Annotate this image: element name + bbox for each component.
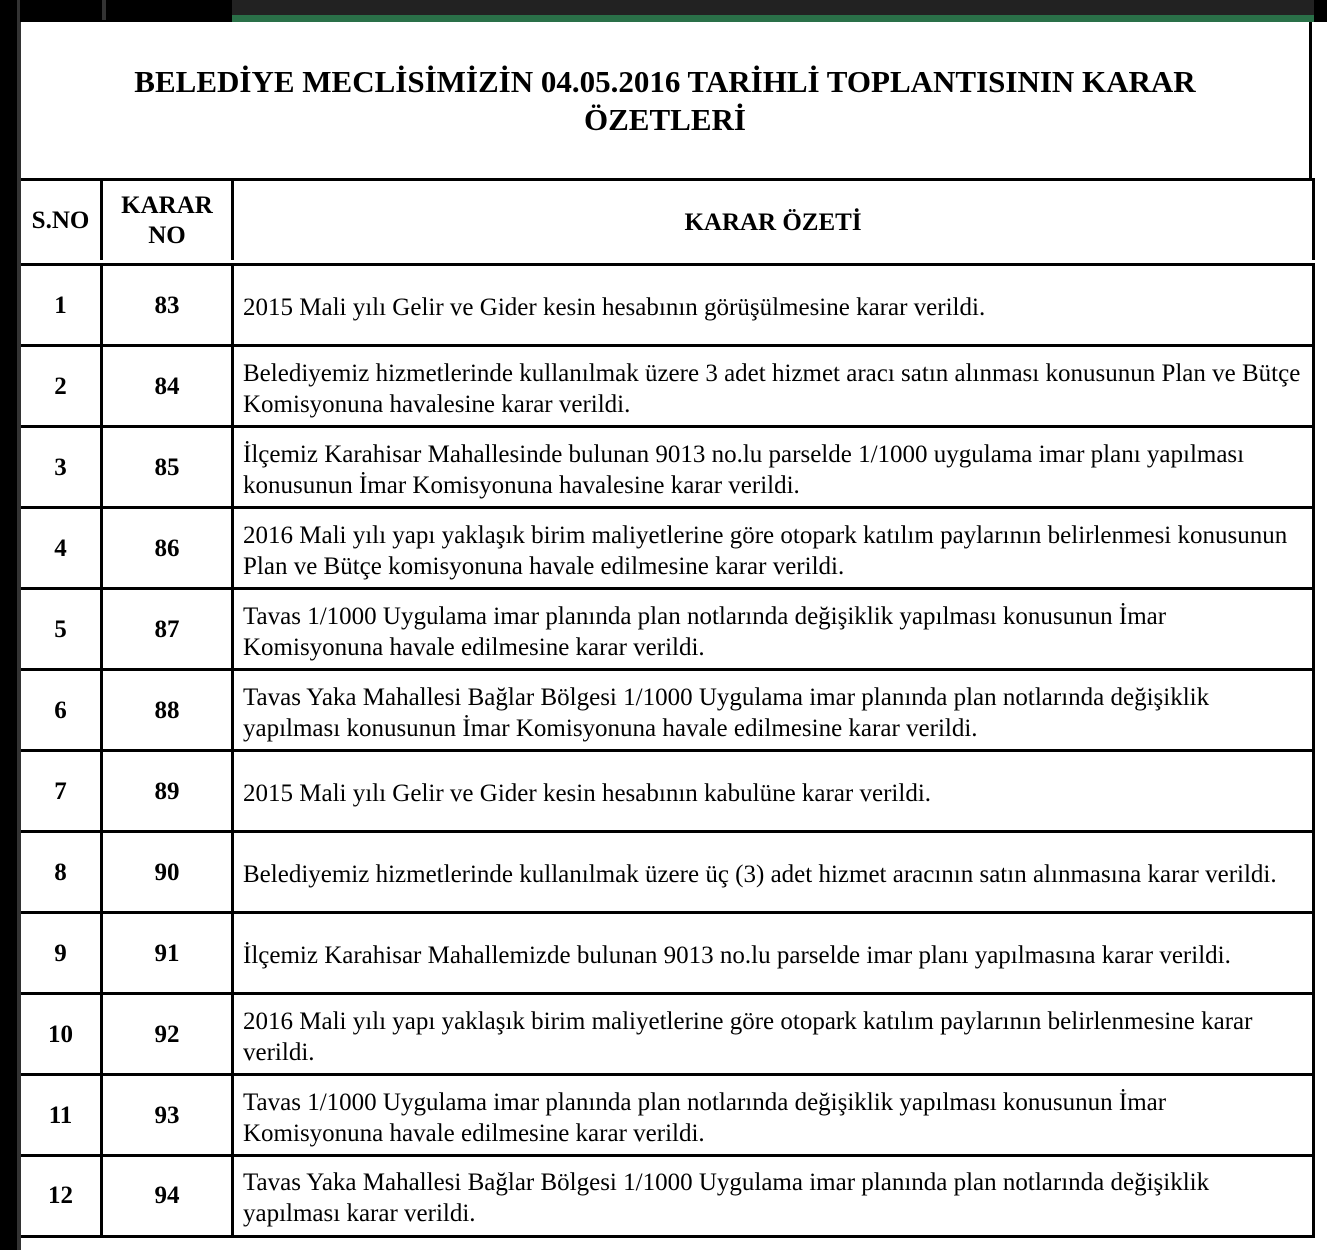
sno-cell[interactable]: 3 [21, 428, 103, 507]
sheet-top-bar [0, 0, 1327, 22]
ozet-cell[interactable]: 2015 Mali yılı Gelir ve Gider kesin hesa… [234, 266, 1315, 345]
ozet-cell[interactable]: 2016 Mali yılı yapı yaklaşık birim maliy… [234, 509, 1315, 588]
table-row: 11 93 Tavas 1/1000 Uygulama imar planında … [21, 1073, 1315, 1155]
karar-no-cell[interactable]: 85 [103, 428, 234, 507]
ozet-cell[interactable]: Tavas 1/1000 Uygulama imar planında plan… [234, 590, 1315, 669]
karar-no-cell[interactable]: 91 [103, 914, 234, 993]
sno-cell[interactable]: 9 [21, 914, 103, 993]
sno-cell[interactable]: 5 [21, 590, 103, 669]
table-row: 2 84 Belediyemiz hizmetlerinde kullanılmak… [21, 344, 1315, 426]
ozet-cell[interactable]: KARAR ÖZETİ [234, 181, 1315, 260]
gridline [17, 22, 21, 1250]
karar-no-cell[interactable]: 83 [103, 266, 234, 345]
sno-cell[interactable]: 1 [21, 266, 103, 345]
table-row: 12 94 Tavas Yaka Mahallesi Bağlar Bölgesi … [21, 1154, 1315, 1238]
sno-cell[interactable]: 11 [21, 1076, 103, 1155]
sno-cell[interactable]: 12 [21, 1157, 103, 1235]
sno-cell[interactable]: 4 [21, 509, 103, 588]
karar-no-cell[interactable]: 87 [103, 590, 234, 669]
page-title: BELEDİYE MECLİSİMİZİN 04.05.2016 TARİHLİ… [21, 22, 1312, 179]
gridline [17, 0, 20, 22]
selection-accent [232, 15, 1314, 22]
karar-no-cell[interactable]: 94 [103, 1157, 234, 1235]
row-header-strip [0, 22, 17, 1250]
sno-cell[interactable]: 10 [21, 995, 103, 1074]
sno-cell[interactable]: 7 [21, 752, 103, 831]
karar-no-cell[interactable]: KARAR NO [103, 181, 234, 260]
sno-cell[interactable]: 8 [21, 833, 103, 912]
gridline [102, 0, 106, 20]
ozet-cell[interactable]: Tavas 1/1000 Uygulama imar planında plan… [234, 1076, 1315, 1155]
sno-cell[interactable]: 2 [21, 347, 103, 426]
ozet-cell[interactable]: Tavas Yaka Mahallesi Bağlar Bölgesi 1/10… [234, 1157, 1315, 1235]
ozet-cell[interactable]: Tavas Yaka Mahallesi Bağlar Bölgesi 1/10… [234, 671, 1315, 750]
table-row: 8 90 Belediyemiz hizmetlerinde kullanılmak… [21, 830, 1315, 912]
table-row: 4 86 2016 Mali yılı yapı yaklaşık birim ma… [21, 506, 1315, 588]
ozet-cell[interactable]: Belediyemiz hizmetlerinde kullanılmak üz… [234, 347, 1315, 426]
karar-no-cell[interactable]: 92 [103, 995, 234, 1074]
karar-no-cell[interactable]: 88 [103, 671, 234, 750]
karar-no-cell[interactable]: 84 [103, 347, 234, 426]
ozet-cell[interactable]: Belediyemiz hizmetlerinde kullanılmak üz… [234, 833, 1315, 912]
table-header: S.NO KARAR NO KARAR ÖZETİ [21, 178, 1315, 260]
ozet-cell[interactable]: İlçemiz Karahisar Mahallemizde bulunan 9… [234, 914, 1315, 993]
karar-no-cell[interactable]: 90 [103, 833, 234, 912]
table-row: 10 92 2016 Mali yılı yapı yaklaşık birim m… [21, 992, 1315, 1074]
table-row: 3 85 İlçemiz Karahisar Mahallesinde buluna… [21, 425, 1315, 507]
ozet-cell[interactable]: İlçemiz Karahisar Mahallesinde bulunan 9… [234, 428, 1315, 507]
karar-no-cell[interactable]: 89 [103, 752, 234, 831]
title-text: BELEDİYE MECLİSİMİZİN 04.05.2016 TARİHLİ… [134, 63, 1196, 137]
ozet-cell[interactable]: 2015 Mali yılı Gelir ve Gider kesin hesa… [234, 752, 1315, 831]
table-row: 6 88 Tavas Yaka Mahallesi Bağlar Bölgesi … [21, 668, 1315, 750]
table-row: 5 87 Tavas 1/1000 Uygulama imar planında p… [21, 587, 1315, 669]
selected-column-header[interactable] [232, 0, 1314, 15]
karar-no-cell[interactable]: 93 [103, 1076, 234, 1155]
sno-cell[interactable]: S.NO [21, 181, 103, 260]
sno-cell[interactable]: 6 [21, 671, 103, 750]
ozet-cell[interactable]: 2016 Mali yılı yapı yaklaşık birim maliy… [234, 995, 1315, 1074]
table-row: 1 83 2015 Mali yılı Gelir ve Gider kesin h… [21, 263, 1315, 345]
table-row: 9 91 İlçemiz Karahisar Mahallemizde buluna… [21, 911, 1315, 993]
karar-no-cell[interactable]: 86 [103, 509, 234, 588]
table-row: 7 89 2015 Mali yılı Gelir ve Gider kesin h… [21, 749, 1315, 831]
